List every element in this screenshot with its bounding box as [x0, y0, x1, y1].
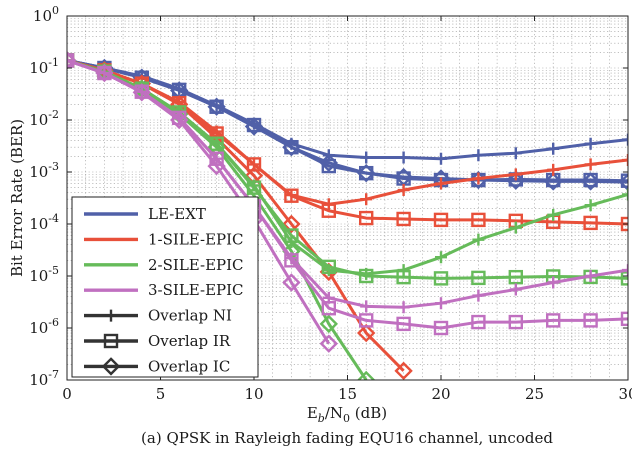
x-tick-label: 0 — [62, 385, 72, 403]
x-tick-label: 25 — [525, 385, 544, 403]
y-axis-title: Bit Error Rate (BER) — [8, 119, 26, 277]
legend-label: Overlap IR — [148, 332, 231, 350]
legend-label: 2-SILE-EPIC — [148, 256, 244, 274]
legend-item: Overlap IR — [84, 332, 231, 350]
x-tick-label: 30 — [618, 385, 632, 403]
x-tick-label: 10 — [244, 385, 263, 403]
x-tick-label: 5 — [156, 385, 166, 403]
legend-label: LE-EXT — [148, 205, 206, 223]
legend-label: Overlap NI — [148, 307, 232, 325]
x-tick-label: 15 — [338, 385, 357, 403]
legend-label: Overlap IC — [148, 357, 230, 375]
legend: LE-EXT 1-SILE-EPIC 2-SILE-EPIC 3-SILE-EPIC O… — [72, 197, 258, 377]
legend-label: 3-SILE-EPIC — [148, 281, 244, 299]
figure-caption: (a) QPSK in Rayleigh fading EQU16 channe… — [141, 429, 553, 447]
x-tick-label: 20 — [431, 385, 450, 403]
legend-label: 1-SILE-EPIC — [148, 230, 244, 248]
